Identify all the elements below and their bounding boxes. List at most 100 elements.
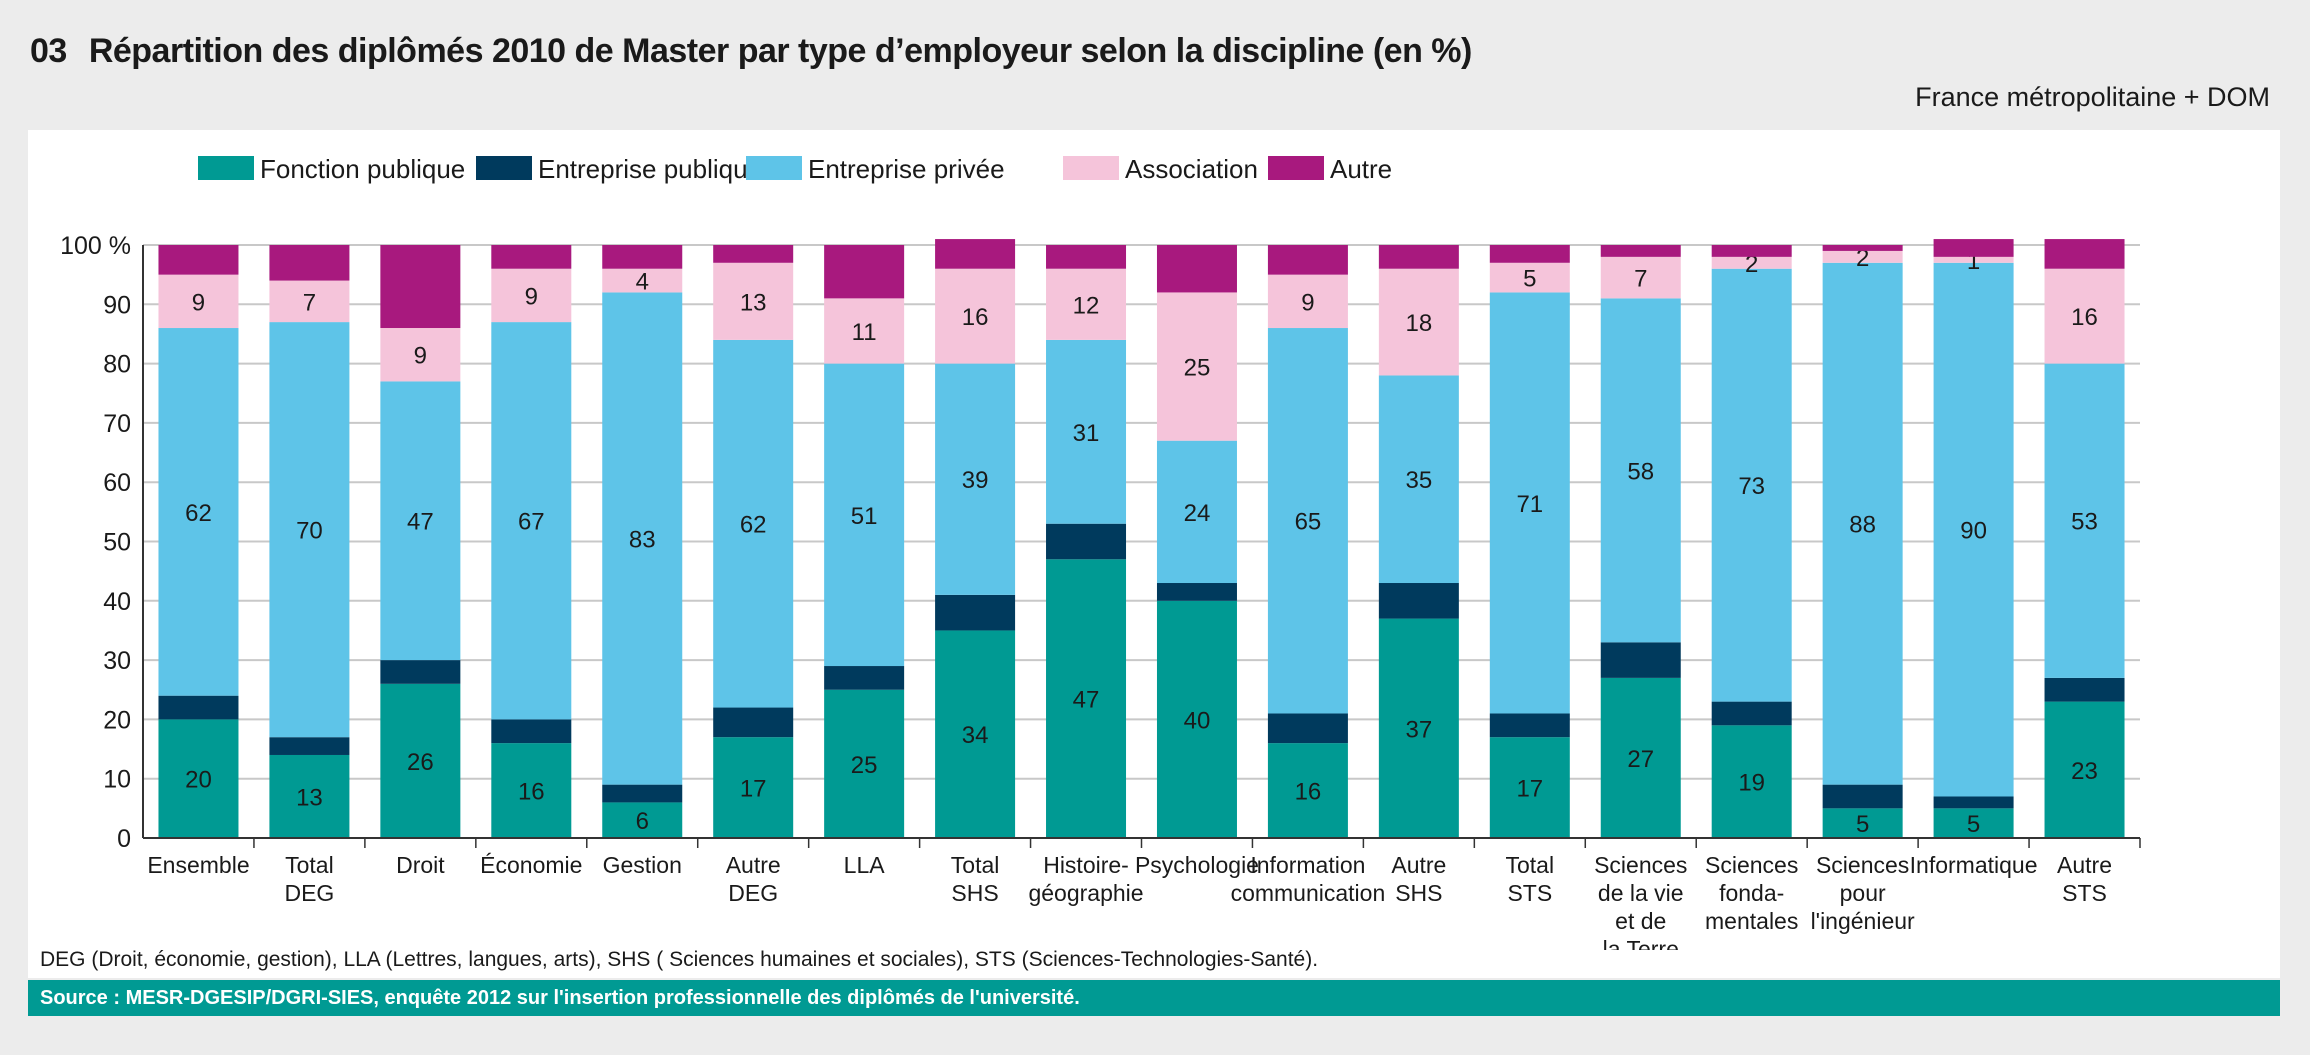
data-label: 11 bbox=[852, 319, 877, 346]
y-tick-label: 70 bbox=[103, 410, 131, 438]
bar-segment bbox=[380, 328, 461, 382]
data-label: 35 bbox=[1406, 467, 1433, 494]
x-tick-label: Psychologie bbox=[1135, 852, 1259, 878]
data-label: 16 bbox=[1295, 779, 1322, 806]
bar-segment bbox=[269, 754, 350, 838]
y-tick-label: 80 bbox=[103, 351, 131, 379]
x-tick-label: et de bbox=[1615, 908, 1666, 934]
data-label: 5 bbox=[1523, 266, 1536, 293]
data-label: 17 bbox=[740, 776, 767, 803]
bar-segment bbox=[713, 707, 794, 738]
y-tick-label: 10 bbox=[103, 766, 131, 794]
x-tick-label: Sciences bbox=[1816, 852, 1909, 878]
bar-segment bbox=[380, 381, 461, 661]
bar-segment bbox=[1822, 245, 1903, 251]
x-tick-label: Total bbox=[951, 852, 1000, 878]
bar-segment bbox=[602, 292, 683, 785]
data-label: 2 bbox=[1856, 245, 1869, 272]
bar-segment bbox=[269, 245, 350, 281]
bar-segment bbox=[2044, 239, 2125, 269]
x-tick-label: la Terre bbox=[1603, 936, 1679, 950]
x-tick-label: SHS bbox=[1395, 880, 1442, 906]
bar-segment bbox=[1711, 245, 1792, 257]
data-label: 70 bbox=[296, 518, 323, 545]
bar-segment bbox=[1711, 701, 1792, 726]
bar-segment bbox=[935, 268, 1016, 364]
bar-segment bbox=[1489, 245, 1570, 263]
x-tick-label: STS bbox=[2062, 880, 2107, 906]
data-label: 16 bbox=[962, 304, 989, 331]
x-tick-label: SHS bbox=[951, 880, 998, 906]
bar-segment bbox=[491, 743, 572, 838]
x-tick-label: DEG bbox=[728, 880, 778, 906]
x-tick-label: Sciences bbox=[1705, 852, 1798, 878]
legend-swatch bbox=[746, 156, 802, 180]
data-label: 7 bbox=[303, 289, 316, 316]
bar-segment bbox=[935, 363, 1016, 595]
data-label: 26 bbox=[407, 749, 434, 776]
bar-segment bbox=[158, 719, 239, 838]
x-tick-label: Autre bbox=[2057, 852, 2112, 878]
data-label: 4 bbox=[636, 269, 649, 296]
bar-segment bbox=[1489, 737, 1570, 838]
data-label: 71 bbox=[1516, 491, 1543, 518]
bar-segment bbox=[2044, 701, 2125, 838]
legend-swatch bbox=[198, 156, 254, 180]
data-label: 51 bbox=[851, 503, 878, 530]
legend-label: Autre bbox=[1330, 154, 1392, 184]
data-label: 53 bbox=[2071, 509, 2098, 536]
bar-segment bbox=[713, 737, 794, 838]
data-label: 2 bbox=[1745, 251, 1758, 278]
x-tick-label: Autre bbox=[726, 852, 781, 878]
legend-label: Entreprise privée bbox=[808, 154, 1005, 184]
data-label: 37 bbox=[1406, 716, 1433, 743]
bar-segment bbox=[713, 339, 794, 708]
legend-label: Entreprise publique bbox=[538, 154, 762, 184]
x-tick-label: Total bbox=[1506, 852, 1555, 878]
bar-segment bbox=[602, 268, 683, 293]
bar-segment bbox=[602, 784, 683, 803]
bar-segment bbox=[380, 683, 461, 838]
bar-segment bbox=[491, 268, 572, 323]
data-label: 34 bbox=[962, 722, 989, 749]
data-label: 12 bbox=[1073, 292, 1100, 319]
x-tick-label: Autre bbox=[1391, 852, 1446, 878]
y-tick-label: 100 % bbox=[60, 232, 131, 260]
y-tick-label: 90 bbox=[103, 291, 131, 319]
y-tick-label: 50 bbox=[103, 529, 131, 557]
bar-segment bbox=[824, 298, 905, 364]
bar-segment bbox=[1600, 642, 1681, 678]
x-tick-label: Gestion bbox=[603, 852, 682, 878]
data-label: 16 bbox=[518, 779, 545, 806]
x-tick-label: Informatique bbox=[1910, 852, 2038, 878]
data-label: 25 bbox=[851, 752, 878, 779]
x-tick-label: Droit bbox=[396, 852, 445, 878]
bar-segment bbox=[1156, 440, 1237, 584]
data-label: 88 bbox=[1849, 512, 1876, 539]
bar-segment bbox=[1046, 523, 1127, 560]
bar-segment bbox=[158, 245, 239, 275]
bar-segment bbox=[1711, 268, 1792, 702]
x-tick-label: LLA bbox=[844, 852, 886, 878]
bar-segment bbox=[1933, 262, 2014, 797]
bar-segment bbox=[1267, 743, 1348, 838]
x-tick-label: communication bbox=[1231, 880, 1386, 906]
bar-segment bbox=[1378, 583, 1459, 619]
chart-number: 03 bbox=[30, 32, 67, 70]
chart-subtitle: France métropolitaine + DOM bbox=[1915, 82, 2270, 112]
data-label: 25 bbox=[1184, 355, 1211, 382]
bar-segment bbox=[158, 328, 239, 696]
data-label: 73 bbox=[1738, 473, 1765, 500]
bar-segment bbox=[824, 245, 905, 299]
bar-segment bbox=[1711, 725, 1792, 838]
bar-segment bbox=[1046, 268, 1127, 340]
data-label: 16 bbox=[2071, 304, 2098, 331]
bar-segment bbox=[1822, 250, 1903, 263]
data-label: 67 bbox=[518, 509, 545, 536]
chart-title-text: Répartition des diplômés 2010 de Master … bbox=[88, 32, 1473, 70]
data-label: 9 bbox=[192, 289, 205, 316]
x-tick-label: pour bbox=[1840, 880, 1886, 906]
bar-segment bbox=[1489, 292, 1570, 714]
bar-segment bbox=[2044, 268, 2125, 364]
x-tick-label: Total bbox=[285, 852, 334, 878]
